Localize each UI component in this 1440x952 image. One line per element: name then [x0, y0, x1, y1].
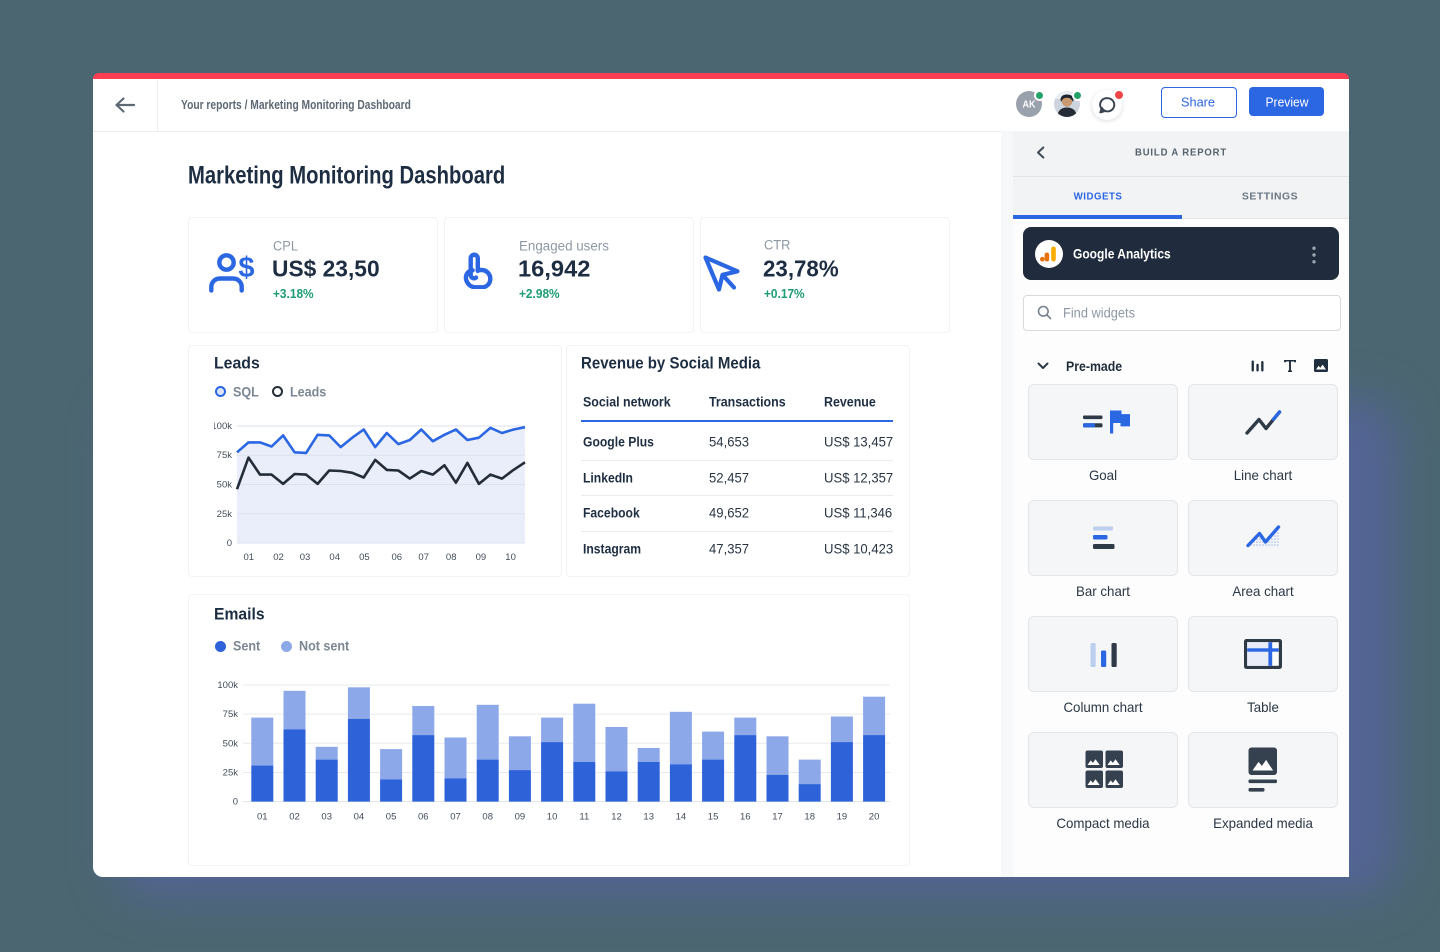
svg-text:15: 15 — [708, 812, 719, 823]
svg-text:10: 10 — [505, 552, 516, 563]
svg-text:01: 01 — [257, 812, 268, 823]
svg-text:05: 05 — [386, 812, 397, 823]
svg-text:25k: 25k — [223, 768, 239, 779]
svg-text:04: 04 — [329, 552, 340, 563]
svg-text:14: 14 — [676, 812, 687, 823]
svg-text:18: 18 — [804, 812, 815, 823]
svg-text:09: 09 — [515, 812, 526, 823]
svg-text:75k: 75k — [217, 450, 233, 461]
svg-text:11: 11 — [579, 812, 589, 823]
svg-text:75k: 75k — [223, 709, 239, 720]
svg-text:09: 09 — [476, 552, 487, 563]
svg-text:06: 06 — [418, 812, 429, 823]
svg-text:50k: 50k — [223, 738, 239, 749]
svg-text:16: 16 — [740, 812, 751, 823]
svg-text:03: 03 — [321, 812, 332, 823]
svg-text:01: 01 — [244, 552, 255, 563]
svg-text:08: 08 — [446, 552, 457, 563]
svg-text:19: 19 — [837, 812, 848, 823]
svg-text:02: 02 — [273, 552, 284, 563]
svg-text:05: 05 — [359, 552, 370, 563]
svg-text:03: 03 — [300, 552, 311, 563]
svg-text:17: 17 — [772, 812, 783, 823]
svg-text:10: 10 — [547, 812, 558, 823]
svg-text:$: $ — [238, 252, 254, 284]
svg-text:25k: 25k — [217, 509, 233, 520]
svg-text:20: 20 — [869, 812, 880, 823]
svg-text:12: 12 — [611, 812, 622, 823]
svg-text:100k: 100k — [214, 421, 232, 432]
svg-text:04: 04 — [354, 812, 365, 823]
svg-text:0: 0 — [233, 797, 238, 808]
svg-text:02: 02 — [289, 812, 300, 823]
svg-text:50k: 50k — [217, 480, 233, 491]
svg-text:13: 13 — [643, 812, 654, 823]
svg-text:07: 07 — [450, 812, 461, 823]
svg-text:06: 06 — [392, 552, 403, 563]
svg-text:08: 08 — [482, 812, 493, 823]
svg-text:100k: 100k — [217, 680, 238, 691]
svg-text:07: 07 — [418, 552, 429, 563]
svg-text:0: 0 — [227, 538, 232, 549]
